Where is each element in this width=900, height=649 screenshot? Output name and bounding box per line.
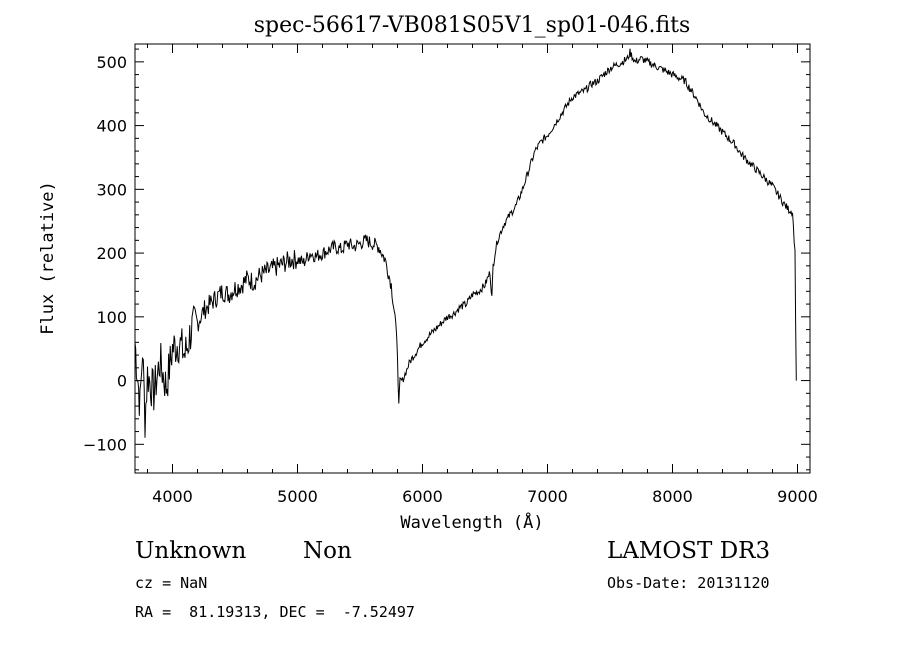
x-tick-label: 4000 [152,487,193,506]
y-tick-label: 500 [96,53,127,72]
spectrum-line [134,48,797,438]
x-axis-label: Wavelength (Å) [400,511,543,533]
x-tick-label: 9000 [777,487,818,506]
chart-title: spec-56617-VB081S05V1_sp01-046.fits [254,13,691,38]
survey-label: LAMOST DR3 [607,538,771,564]
y-tick-label: 0 [117,372,127,391]
plot-frame [134,43,811,474]
y-axis-label: Flux (relative) [38,181,58,335]
y-axis: −100 0 100 200 300 400 500 [83,48,810,471]
y-tick-label: 100 [96,308,127,327]
y-tick-label: −100 [83,435,127,454]
y-tick-label: 300 [96,180,127,199]
x-tick-label: 6000 [402,487,443,506]
x-tick-label: 5000 [277,487,318,506]
x-axis: 4000 5000 6000 7000 8000 9000 [147,44,818,506]
ra-dec: RA = 81.19313, DEC = -7.52497 [135,603,415,621]
y-tick-label: 200 [96,244,127,263]
obs-date: Obs-Date: 20131120 [607,574,770,592]
x-tick-label: 8000 [652,487,693,506]
object-subclass: Non [303,538,352,564]
object-class: Unknown [135,538,247,564]
redshift-cz: cz = NaN [135,574,208,592]
y-tick-label: 400 [96,117,127,136]
x-tick-label: 7000 [527,487,568,506]
